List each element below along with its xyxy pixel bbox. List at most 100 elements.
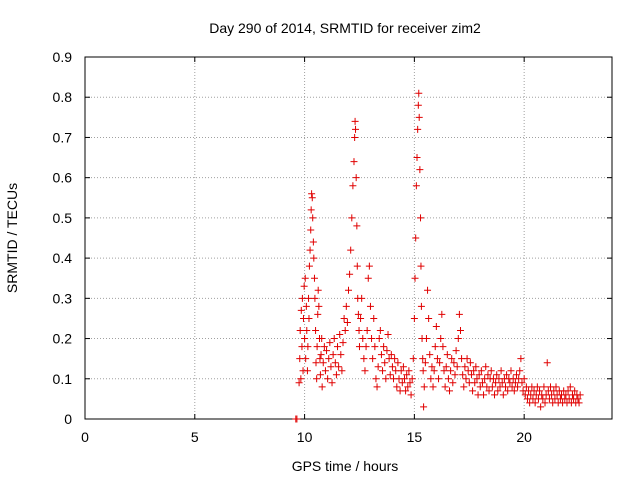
data-point (405, 367, 413, 375)
data-point (442, 363, 450, 371)
data-point (417, 302, 425, 310)
data-point (438, 310, 446, 318)
data-point (345, 286, 352, 294)
data-point (429, 383, 437, 391)
x-tick-label: 15 (407, 429, 423, 445)
y-tick-label: 0.3 (53, 290, 73, 306)
data-point (354, 310, 362, 318)
data-point (323, 347, 331, 355)
x-axis-label: GPS time / hours (292, 458, 399, 474)
data-point (420, 403, 428, 411)
data-point (397, 367, 405, 375)
data-point (380, 343, 388, 351)
data-point (348, 214, 356, 222)
data-point (576, 391, 584, 399)
data-point (319, 359, 327, 367)
data-point (459, 371, 467, 379)
data-point (297, 375, 305, 383)
data-point (342, 302, 350, 310)
data-point (543, 359, 551, 367)
data-point (487, 367, 495, 375)
data-point (413, 154, 421, 162)
data-point (309, 238, 317, 246)
data-point (471, 379, 479, 387)
data-point (301, 274, 309, 282)
data-point (339, 339, 347, 347)
data-point (448, 355, 456, 363)
data-point (334, 343, 342, 351)
x-tick-label: 10 (297, 429, 313, 445)
data-point (409, 355, 417, 363)
data-point (552, 383, 560, 391)
data-point (320, 343, 328, 351)
data-point (311, 294, 319, 302)
data-point (293, 415, 301, 423)
data-point (440, 367, 448, 375)
data-point (466, 359, 474, 367)
data-point (386, 371, 394, 379)
data-point (305, 262, 313, 270)
data-point (308, 194, 316, 202)
data-point (421, 359, 429, 367)
data-point (314, 286, 322, 294)
data-point (305, 314, 313, 322)
data-point (374, 363, 382, 371)
data-point (362, 343, 370, 351)
data-point (517, 355, 525, 363)
data-point (340, 314, 348, 322)
data-point (417, 214, 425, 222)
data-point (531, 399, 539, 407)
data-point (298, 294, 306, 302)
data-point (341, 327, 349, 335)
data-point (326, 339, 334, 347)
data-point (512, 371, 520, 379)
y-tick-label: 0.5 (53, 210, 73, 226)
data-point (449, 379, 457, 387)
data-point (480, 391, 488, 399)
data-point (439, 343, 447, 351)
data-point (420, 383, 428, 391)
data-point (302, 302, 310, 310)
data-point (412, 234, 420, 242)
data-point (436, 359, 444, 367)
data-point (302, 355, 310, 363)
data-point (467, 371, 475, 379)
data-point (301, 335, 309, 343)
data-point (317, 351, 325, 359)
data-point (451, 371, 459, 379)
data-point (324, 375, 332, 383)
chart-title: Day 290 of 2014, SRMTID for receiver zim… (209, 20, 481, 36)
data-point (575, 399, 583, 407)
data-point (335, 363, 343, 371)
y-tick-label: 0 (64, 411, 72, 427)
y-tick-label: 0.7 (53, 129, 73, 145)
data-point (318, 335, 326, 343)
data-point (414, 101, 422, 109)
data-point (388, 363, 396, 371)
data-point (477, 367, 485, 375)
data-point (370, 314, 378, 322)
data-point (365, 262, 373, 270)
data-point (461, 363, 469, 371)
data-point (408, 375, 416, 383)
data-point (536, 387, 544, 395)
data-point (309, 214, 317, 222)
data-point (426, 351, 434, 359)
data-point (453, 363, 461, 371)
data-point (325, 355, 333, 363)
data-point (300, 282, 308, 290)
data-point (424, 286, 432, 294)
data-point (296, 355, 304, 363)
data-point (541, 399, 549, 407)
data-point (411, 274, 419, 282)
data-point (312, 359, 320, 367)
data-point (478, 379, 486, 387)
data-point (518, 379, 526, 387)
data-point (352, 174, 360, 182)
data-point (371, 343, 379, 351)
data-point (516, 367, 524, 375)
data-point (503, 371, 511, 379)
data-points (292, 89, 584, 423)
data-point (539, 395, 547, 403)
data-point (298, 343, 306, 351)
